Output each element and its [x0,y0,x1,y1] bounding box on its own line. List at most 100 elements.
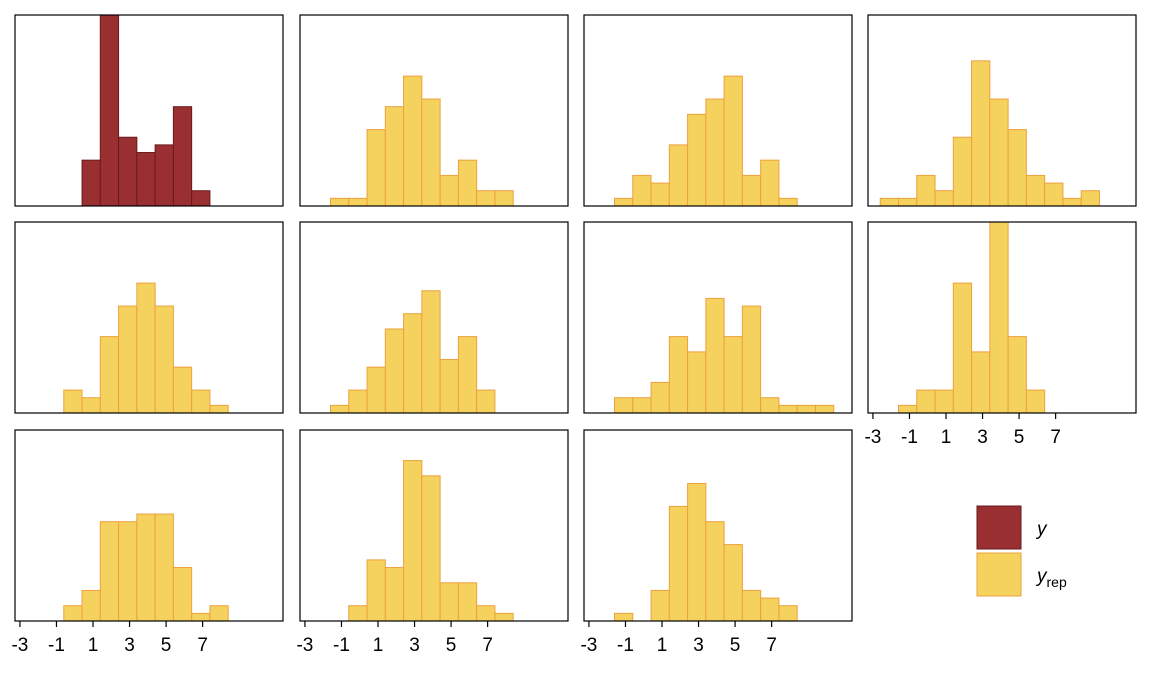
bar [934,389,954,414]
bar [723,336,743,414]
bar [494,612,514,622]
panel-border [299,14,569,207]
bar [879,197,900,207]
bar [366,559,386,622]
bar [172,106,193,207]
bar [1007,129,1027,207]
bar [741,589,762,622]
x-tick-label: 1 [941,427,952,448]
bar [384,106,405,207]
bar [760,397,780,414]
bar [421,98,441,207]
bar [650,182,670,207]
bar [778,197,798,207]
x-tick-label: 5 [446,635,457,656]
bar [814,404,835,414]
bar [99,521,120,622]
legend-name: y [1035,566,1048,587]
bar [476,389,496,414]
bar [154,513,174,622]
bar [916,174,936,207]
bar [494,190,514,207]
panel-border [14,14,284,207]
bar [952,282,973,414]
x-tick-label: -1 [617,635,634,656]
x-tick-label: 5 [161,635,172,656]
bar [457,336,478,414]
bar [136,282,156,414]
bar [705,98,725,207]
bar [384,567,405,622]
bar [1044,182,1064,207]
bar [191,190,211,207]
bar [668,336,689,414]
bar [403,313,423,414]
panel-border [583,429,853,622]
bar [760,159,780,207]
legend-subscript: rep [1047,574,1067,590]
x-tick-label: -1 [901,427,918,448]
bar [136,152,156,207]
x-tick-label: 3 [977,427,988,448]
bar [154,305,174,414]
bar [348,605,368,622]
bar [1062,197,1082,207]
bar [209,404,229,414]
panel-border [867,221,1137,414]
bar [741,305,762,414]
x-tick-label: 7 [197,635,208,656]
x-tick-label: 3 [409,635,420,656]
bar [457,582,478,622]
x-tick-label: -3 [11,635,28,656]
panel-border [299,429,569,622]
bar [366,129,386,207]
bar [989,221,1009,414]
panel-border [583,221,853,414]
bar [723,544,743,622]
x-tick-label: 1 [88,635,99,656]
bar [439,359,459,414]
bar [705,297,725,414]
bar [476,190,496,207]
bar [898,197,918,207]
x-tick-label: 7 [482,635,493,656]
bar [191,612,211,622]
bar [118,521,138,622]
bar [330,197,350,207]
bar [81,159,101,207]
x-tick-label: 7 [1050,427,1061,448]
legend-label: y [1035,519,1048,540]
bar [687,351,707,414]
x-tick-label: 1 [373,635,384,656]
x-tick-label: -1 [333,635,350,656]
bar [632,174,652,207]
bar [778,605,798,622]
bar [330,404,350,414]
bar [403,75,423,207]
bar [81,397,101,414]
bar [632,397,652,414]
bar [989,98,1009,207]
bar [760,597,780,622]
bar [136,513,156,622]
bar [614,197,634,207]
bar [971,351,991,414]
bar [154,144,174,207]
bar [63,389,83,414]
bar [421,290,441,414]
bar [403,460,423,622]
x-tick-label: -3 [296,635,313,656]
bar [723,75,743,207]
bar [1080,190,1100,207]
x-tick-label: -3 [864,427,881,448]
bar [971,60,991,207]
x-tick-label: 1 [657,635,668,656]
bar [778,404,798,414]
bar [63,605,83,622]
bar [705,521,725,622]
bar [741,174,762,207]
bar [650,381,670,414]
panel-border [14,429,284,622]
bar [1007,336,1027,414]
